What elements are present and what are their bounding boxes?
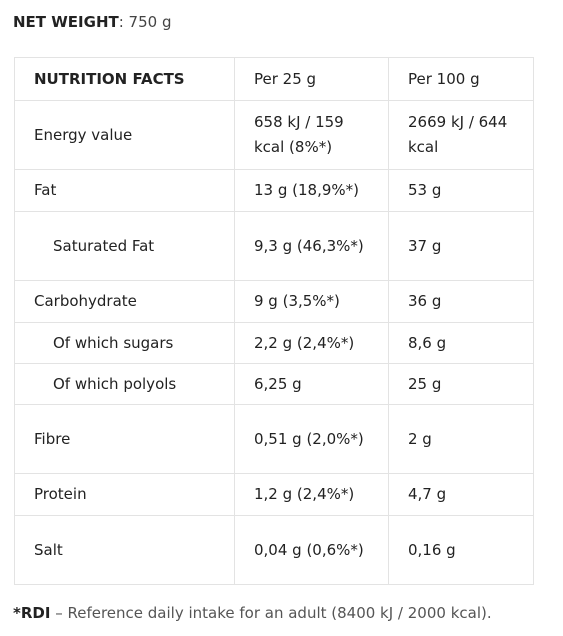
table-row: Of which sugars 2,2 g (2,4%*) 8,6 g xyxy=(14,322,534,364)
net-weight: NET WEIGHT: 750 g xyxy=(13,11,171,33)
value-per-25g: 9,3 g (46,3%*) xyxy=(234,211,389,281)
value-per-100g: 8,6 g xyxy=(388,322,534,364)
table-row: Of which polyols 6,25 g 25 g xyxy=(14,363,534,405)
value-per-25g: 9 g (3,5%*) xyxy=(234,280,389,323)
table-row: Energy value 658 kJ / 159 kcal (8%*) 266… xyxy=(14,100,534,170)
nutrient-name: Fibre xyxy=(14,404,235,474)
nutrient-name: Carbohydrate xyxy=(14,280,235,323)
table-row: Fibre 0,51 g (2,0%*) 2 g xyxy=(14,404,534,474)
nutrition-table: NUTRITION FACTS Per 25 g Per 100 g Energ… xyxy=(14,57,534,585)
value-per-25g: 0,51 g (2,0%*) xyxy=(234,404,389,474)
value-per-25g: 2,2 g (2,4%*) xyxy=(234,322,389,364)
table-row: Protein 1,2 g (2,4%*) 4,7 g xyxy=(14,473,534,516)
nutrient-name: Saturated Fat xyxy=(14,211,235,281)
value-per-25g: 0,04 g (0,6%*) xyxy=(234,515,389,585)
nutrient-name: Fat xyxy=(14,169,235,212)
value-per-100g: 2 g xyxy=(388,404,534,474)
net-weight-value: : 750 g xyxy=(118,13,172,31)
nutrient-name: Energy value xyxy=(14,100,235,170)
value-per-100g: 25 g xyxy=(388,363,534,405)
value-per-100g: 4,7 g xyxy=(388,473,534,516)
table-row: Salt 0,04 g (0,6%*) 0,16 g xyxy=(14,515,534,585)
value-per-100g: 37 g xyxy=(388,211,534,281)
table-row: Saturated Fat 9,3 g (46,3%*) 37 g xyxy=(14,211,534,281)
nutrient-name: Protein xyxy=(14,473,235,516)
value-per-25g: 658 kJ / 159 kcal (8%*) xyxy=(234,100,389,170)
value-per-25g: 6,25 g xyxy=(234,363,389,405)
net-weight-label: NET WEIGHT xyxy=(13,13,119,31)
value-per-25g: 1,2 g (2,4%*) xyxy=(234,473,389,516)
value-per-100g: 2669 kJ / 644 kcal xyxy=(388,100,534,170)
rdi-text: – Reference daily intake for an adult (8… xyxy=(50,604,492,622)
table-row: Carbohydrate 9 g (3,5%*) 36 g xyxy=(14,280,534,323)
value-per-25g: 13 g (18,9%*) xyxy=(234,169,389,212)
nutrient-name: Of which sugars xyxy=(14,322,235,364)
value-per-100g: 36 g xyxy=(388,280,534,323)
rdi-label: *RDI xyxy=(13,604,51,622)
value-per-100g: 0,16 g xyxy=(388,515,534,585)
table-header-row: NUTRITION FACTS Per 25 g Per 100 g xyxy=(14,57,534,101)
rdi-footnote: *RDI – Reference daily intake for an adu… xyxy=(13,602,492,624)
nutrient-name: Salt xyxy=(14,515,235,585)
header-per-100g: Per 100 g xyxy=(388,57,534,101)
value-per-100g: 53 g xyxy=(388,169,534,212)
header-per-25g: Per 25 g xyxy=(234,57,389,101)
nutrient-name: Of which polyols xyxy=(14,363,235,405)
table-row: Fat 13 g (18,9%*) 53 g xyxy=(14,169,534,212)
header-nutrition-facts: NUTRITION FACTS xyxy=(14,57,235,101)
